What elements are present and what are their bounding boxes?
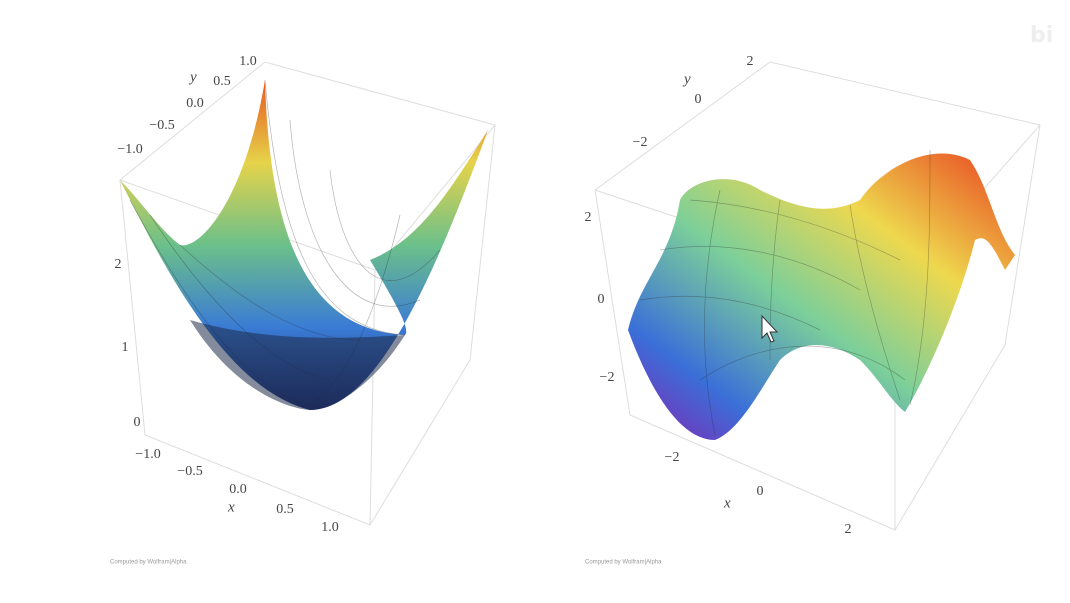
y-axis-label: y — [188, 69, 197, 85]
x-tick-label: 0.5 — [276, 502, 294, 517]
z-tick-label: 2 — [585, 210, 592, 225]
x-tick-label: 0 — [757, 484, 764, 499]
x-tick-label: 2 — [845, 522, 852, 537]
surface — [628, 153, 1015, 440]
z-tick-label: 1 — [122, 340, 129, 355]
y-tick-label: −2 — [633, 135, 648, 150]
z-tick-label: 0 — [134, 415, 141, 430]
plot-left: y x Computed by Wolfram|Alpha — [110, 61, 496, 566]
y-tick-label: −1.0 — [117, 142, 142, 157]
y-tick-label: 0 — [695, 92, 702, 107]
x-tick-label: 0.0 — [229, 482, 247, 497]
y-tick-label: 0.0 — [186, 96, 204, 111]
y-tick-label: 0.5 — [213, 74, 231, 89]
y-tick-label: 1.0 — [239, 54, 257, 69]
y-axis-label: y — [682, 71, 691, 87]
bounding-box — [119, 61, 496, 526]
plot-right: y x Computed by Wolfram|Alpha — [585, 61, 1041, 566]
z-tick-label: 0 — [598, 292, 605, 307]
surface-shade — [190, 320, 405, 410]
z-tick-label: −2 — [600, 370, 615, 385]
x-axis-label: x — [227, 499, 235, 515]
y-tick-label: 2 — [747, 54, 754, 69]
x-tick-label: −1.0 — [135, 447, 160, 462]
x-tick-label: −2 — [665, 450, 680, 465]
x-axis-label: x — [723, 495, 731, 511]
x-tick-label: 1.0 — [321, 520, 339, 535]
y-tick-label: −0.5 — [149, 118, 174, 133]
z-tick-label: 2 — [115, 257, 122, 272]
x-tick-label: −0.5 — [177, 464, 202, 479]
mesh-lines — [639, 149, 931, 436]
credit: Computed by Wolfram|Alpha — [110, 560, 187, 566]
watermark: bi — [1030, 23, 1053, 48]
mouse-cursor — [761, 314, 779, 343]
credit: Computed by Wolfram|Alpha — [585, 560, 662, 566]
